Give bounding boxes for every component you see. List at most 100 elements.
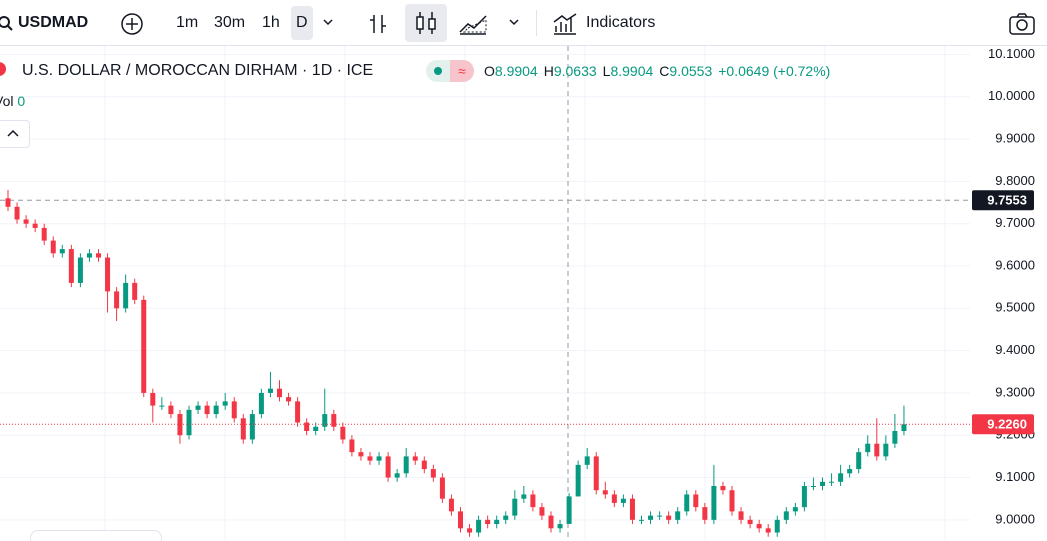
candle-body xyxy=(801,486,807,508)
candles-button[interactable] xyxy=(405,4,447,42)
candle-body xyxy=(847,469,853,474)
candle-body xyxy=(195,405,201,410)
candle-body xyxy=(530,494,536,508)
ohlc-label: C xyxy=(659,63,670,79)
candle-body xyxy=(829,481,835,483)
candle-body xyxy=(295,401,301,423)
candle-body xyxy=(539,507,545,516)
camera-icon[interactable] xyxy=(1008,12,1036,36)
y-tick-label: 9.7000 xyxy=(995,215,1035,230)
candle-body xyxy=(403,456,409,474)
candle-body xyxy=(150,392,156,406)
crosshair-price-label: 9.7553 xyxy=(987,193,1027,208)
candle-body xyxy=(458,511,463,529)
candle-body xyxy=(838,473,844,482)
y-tick-label: 10.0000 xyxy=(988,88,1035,103)
candle-body xyxy=(304,422,310,431)
candle-body xyxy=(467,528,473,533)
symbol[interactable]: USDMAD xyxy=(18,14,89,31)
candle-body xyxy=(231,401,237,419)
interval[interactable]: 1h xyxy=(262,14,280,31)
y-tick-label: 9.9000 xyxy=(995,131,1035,146)
change: +0.0649 (+0.72%) xyxy=(718,63,831,79)
collapse-button[interactable] xyxy=(0,120,30,148)
candle-body xyxy=(277,388,282,398)
candle-body xyxy=(820,481,825,486)
candle-body xyxy=(77,257,83,283)
chevron[interactable] xyxy=(508,18,520,28)
candle-body xyxy=(186,409,192,436)
candle-body xyxy=(141,299,147,393)
candle-body xyxy=(747,519,753,525)
interval[interactable]: 30m xyxy=(214,14,246,31)
area-icon[interactable] xyxy=(458,12,490,36)
candle-body xyxy=(96,253,101,258)
last-price-label: 9.2260 xyxy=(987,417,1027,432)
candle-body xyxy=(521,494,527,499)
y-tick-label: 9.1000 xyxy=(995,469,1035,484)
indicators-icon[interactable] xyxy=(552,12,578,36)
y-tick-label: 10.1000 xyxy=(988,46,1035,61)
candle-body xyxy=(693,494,699,508)
candle-body xyxy=(856,452,862,470)
candle-body xyxy=(702,507,708,520)
candle-body xyxy=(313,426,319,431)
chevron-up xyxy=(7,129,19,137)
candle-body xyxy=(222,401,228,406)
candle-body xyxy=(168,405,174,415)
candle-body xyxy=(114,291,120,309)
candle-body xyxy=(249,414,255,440)
candle-body xyxy=(376,456,382,461)
ohlc-label: O xyxy=(484,63,495,79)
y-tick-label: 9.6000 xyxy=(995,257,1035,272)
candle-body xyxy=(68,249,74,283)
candle-body xyxy=(865,443,871,453)
candle-body xyxy=(358,452,364,457)
ohlc-label: H xyxy=(543,63,554,79)
last-price-badge xyxy=(972,414,1034,435)
candle-body xyxy=(729,490,735,512)
candle-body xyxy=(720,486,726,491)
candle-body xyxy=(32,223,38,228)
candle-body xyxy=(59,249,65,254)
bars-icon[interactable] xyxy=(366,12,390,36)
candle-body xyxy=(267,388,273,393)
candle-body xyxy=(367,456,373,461)
ohlc-label: L xyxy=(602,63,611,79)
symbol-title: U.S. DOLLAR / MOROCCAN DIRHAM · 1D · ICE xyxy=(22,62,374,79)
y-tick-label: 9.4000 xyxy=(995,342,1035,357)
candle-body xyxy=(738,511,744,520)
candle-body xyxy=(41,227,47,241)
add-symbol[interactable] xyxy=(120,12,144,36)
ohlc: O8.9904 H9.0633 L8.9904 C9.0553 +0.0649 (+0.… xyxy=(484,63,830,79)
candle-body xyxy=(50,240,56,254)
search-icon[interactable] xyxy=(0,14,16,32)
candle-body xyxy=(412,456,418,461)
candle-body xyxy=(132,282,138,300)
ohlc-value: 9.0553 xyxy=(669,63,713,79)
candle-body xyxy=(512,498,518,516)
candle-body xyxy=(421,460,427,470)
candle-body xyxy=(783,511,789,520)
candle-body xyxy=(503,515,509,520)
candle-body xyxy=(430,469,436,478)
candle-body xyxy=(548,515,554,529)
candle-body xyxy=(105,257,111,292)
chevron[interactable] xyxy=(322,18,334,28)
candle-body xyxy=(159,405,165,407)
candle-body xyxy=(476,519,482,533)
candle-body xyxy=(901,424,907,431)
ohlc-value: 9.0633 xyxy=(553,63,597,79)
interval[interactable]: 1m xyxy=(176,14,199,31)
interval-active[interactable]: D xyxy=(291,6,313,40)
candle-body xyxy=(177,414,183,436)
candle-body xyxy=(485,519,491,525)
status-pill: ≈ xyxy=(426,60,474,82)
candle-body xyxy=(666,515,672,520)
candle-body xyxy=(5,198,11,207)
indicators[interactable]: Indicators xyxy=(586,14,656,31)
y-tick-label: 9.8000 xyxy=(995,173,1035,188)
candle-body xyxy=(892,431,898,444)
candle-body xyxy=(648,515,654,520)
